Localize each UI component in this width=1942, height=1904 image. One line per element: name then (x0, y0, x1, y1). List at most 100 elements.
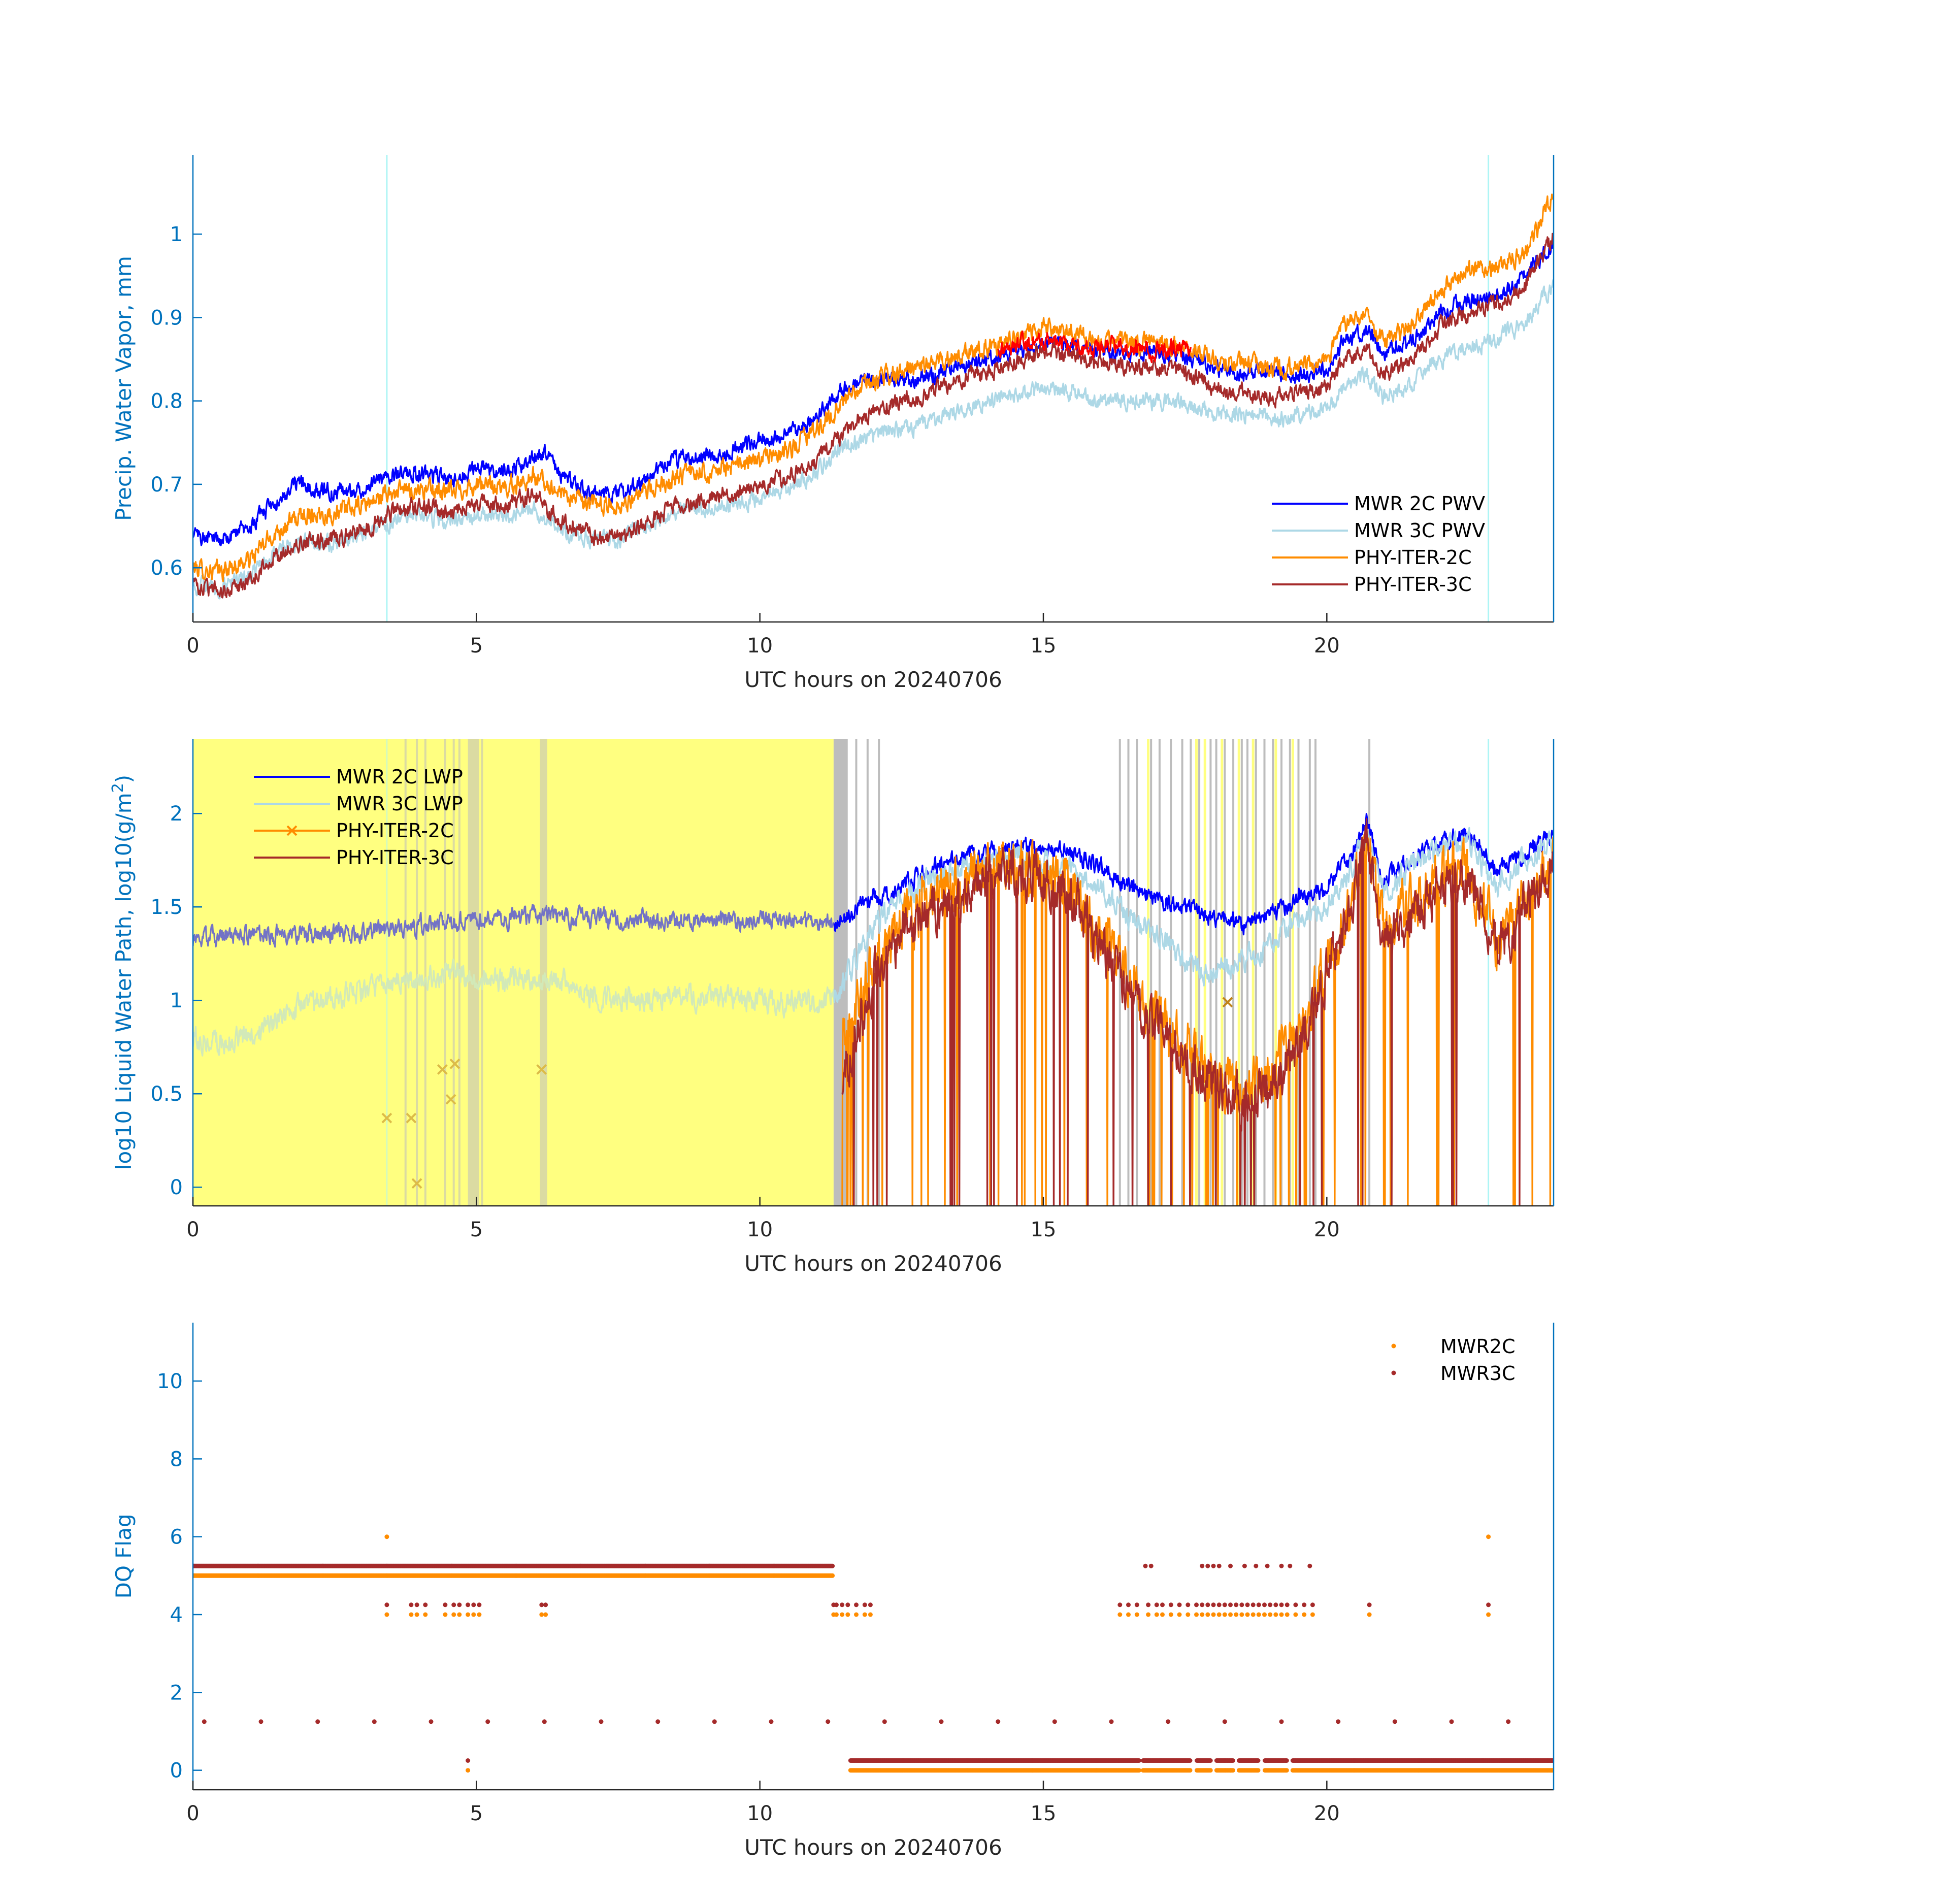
flag-point (466, 1612, 471, 1617)
flag-point (1146, 1612, 1151, 1617)
flag-point (443, 1602, 448, 1607)
y-axis-label-main: log10 Liquid Water Path, log10(g/m (111, 793, 136, 1170)
x-tick-label: 5 (470, 634, 483, 658)
flag-point (1168, 1602, 1173, 1607)
flag-point (769, 1719, 774, 1724)
flag-point (1279, 1602, 1284, 1607)
flag-point (1186, 1602, 1191, 1607)
cross-marker (1222, 997, 1233, 1008)
flag-point (1154, 1612, 1159, 1617)
y-tick-label: 6 (170, 1526, 183, 1549)
flag-point (543, 1602, 548, 1607)
flag-point (1256, 1758, 1261, 1763)
flag-point (840, 1602, 845, 1607)
legend-label: MWR 3C LWP (336, 793, 463, 815)
flag-point (315, 1719, 320, 1724)
flag-point (854, 1612, 859, 1617)
flag-point (466, 1602, 471, 1607)
flag-point (1302, 1602, 1307, 1607)
flag-point (542, 1719, 547, 1724)
flag-point (1160, 1612, 1165, 1617)
y-tick-label: 8 (170, 1448, 183, 1471)
x-axis-label: UTC hours on 20240706 (744, 667, 1002, 692)
y-tick-label: 10 (157, 1370, 183, 1393)
flag-point (1506, 1719, 1511, 1724)
series-line-1 (193, 827, 1554, 1057)
flag-point (414, 1602, 419, 1607)
y-axis-label: DQ Flag (111, 1514, 136, 1599)
flag-point (1228, 1563, 1233, 1568)
flag-point (451, 1612, 456, 1617)
flag-point (845, 1612, 850, 1617)
flag-point (1234, 1612, 1239, 1617)
flag-point (443, 1612, 448, 1617)
legend-label: PHY-ITER-2C (1354, 546, 1472, 569)
x-axis-label: UTC hours on 20240706 (744, 1251, 1002, 1276)
flag-point (1117, 1612, 1123, 1617)
flag-point (477, 1602, 482, 1607)
flag-point (539, 1612, 544, 1617)
flag-point (1126, 1602, 1131, 1607)
flag-point (477, 1612, 482, 1617)
flag-point (1211, 1563, 1216, 1568)
flag-point (1126, 1612, 1131, 1617)
flag-point (457, 1612, 462, 1617)
flag-point (384, 1612, 389, 1617)
flag-point (1134, 1602, 1139, 1607)
flag-point (1273, 1602, 1278, 1607)
flag-point (1052, 1719, 1057, 1724)
legend-label: MWR3C (1440, 1362, 1515, 1385)
flag-point (1302, 1612, 1307, 1617)
legend-label: MWR 2C PWV (1354, 493, 1485, 515)
flag-point (1284, 1758, 1289, 1763)
x-tick-label: 15 (1031, 1218, 1057, 1241)
flag-point (409, 1602, 414, 1607)
x-tick-label: 0 (186, 634, 199, 658)
flag-point (457, 1602, 462, 1607)
flag-point (1256, 1768, 1261, 1773)
flag-point (1285, 1602, 1290, 1607)
flag-point (1166, 1719, 1171, 1724)
flag-point (599, 1719, 604, 1724)
flag-point (1222, 1719, 1227, 1724)
y-tick-label: 0.6 (150, 556, 183, 580)
flag-point (939, 1719, 944, 1724)
legend-marker (286, 825, 298, 836)
flag-point (1188, 1768, 1193, 1773)
flag-point (1177, 1602, 1182, 1607)
series-line-0 (193, 239, 1554, 546)
lwp-panel: 0 5 10 15 20 0 0.5 1 1.5 2 UTC hours on 20240706 lo… (109, 739, 1555, 1276)
flag-point (1265, 1563, 1270, 1568)
y-axis-label-suffix: ) (111, 775, 136, 783)
flag-point (1216, 1612, 1222, 1617)
x-axis-label: UTC hours on 20240706 (744, 1835, 1002, 1860)
flag-point (1285, 1612, 1290, 1617)
cross-marker (381, 1112, 392, 1124)
x-tick-label: 10 (747, 1802, 773, 1825)
flag-point (1148, 1563, 1154, 1568)
flag-point (834, 1612, 839, 1617)
flag-point (1310, 1602, 1315, 1607)
flag-point (1250, 1602, 1256, 1607)
flag-point (1188, 1758, 1193, 1763)
flag-point (1486, 1612, 1491, 1617)
flag-point (830, 1563, 835, 1568)
cross-marker (406, 1112, 417, 1124)
x-tick-label: 20 (1314, 1802, 1340, 1825)
x-tick-label: 10 (747, 634, 773, 658)
legend-swatch (1391, 1343, 1396, 1349)
flag-point (543, 1612, 548, 1617)
flag-point (1211, 1602, 1216, 1607)
flag-point (1284, 1768, 1289, 1773)
flag-point (1392, 1719, 1397, 1724)
flag-point (471, 1612, 476, 1617)
flag-point (826, 1719, 831, 1724)
flag-point (834, 1602, 839, 1607)
flag-point (1211, 1612, 1216, 1617)
flag-point (996, 1719, 1001, 1724)
flag-point (1154, 1602, 1159, 1607)
flag-point (840, 1612, 845, 1617)
shaded-region (468, 739, 479, 1206)
flag-point (429, 1719, 434, 1724)
